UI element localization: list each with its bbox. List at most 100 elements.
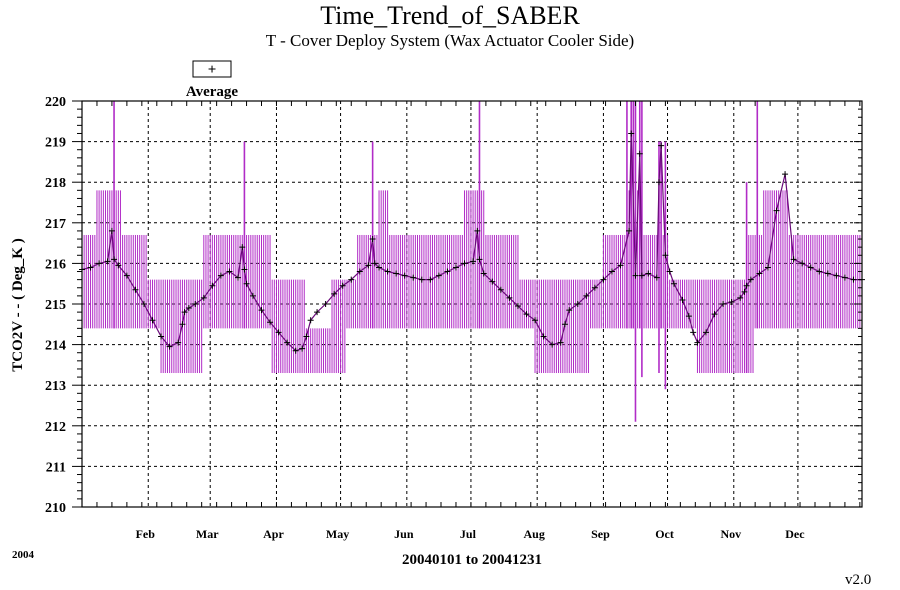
average-point (816, 268, 823, 275)
average-point (653, 274, 660, 281)
average-point (292, 347, 299, 354)
average-point (743, 282, 750, 289)
average-point (728, 298, 735, 305)
average-point (179, 321, 186, 328)
average-point (679, 296, 686, 303)
average-point (608, 268, 615, 275)
average-point (583, 292, 590, 299)
average-point (461, 260, 468, 267)
axes: 210 211 212 213 214 215 216 217 218 219 220 Feb Mar A… (45, 95, 863, 541)
average-point (773, 207, 780, 214)
average-point (267, 319, 274, 326)
average-point (299, 345, 306, 352)
average-point (258, 307, 265, 314)
average-point (685, 313, 692, 320)
average-point (365, 262, 372, 269)
average-point (87, 264, 94, 271)
average-point (307, 317, 314, 324)
average-point (284, 339, 291, 346)
version-label: v2.0 (845, 572, 871, 588)
x-tick-label: Feb (136, 527, 156, 541)
average-point (489, 278, 496, 285)
average-point (108, 227, 115, 234)
legend-box (192, 60, 232, 78)
average-point (523, 311, 530, 318)
average-point (369, 236, 376, 243)
average-point (235, 274, 241, 281)
average-point (393, 270, 400, 277)
average-point (741, 288, 748, 295)
average-point (662, 252, 669, 259)
y-tick-label: 212 (45, 420, 66, 435)
average-point (666, 268, 673, 275)
average-point (720, 301, 727, 307)
average-point (807, 264, 814, 271)
x-tick-label: Jul (460, 527, 477, 541)
average-point (401, 272, 408, 279)
average-point (435, 272, 442, 279)
average-point (243, 280, 250, 287)
year-label: 2004 (12, 549, 35, 561)
average-point (331, 290, 338, 297)
average-point (96, 260, 103, 267)
average-point (149, 317, 156, 324)
x-tick-label: May (326, 527, 349, 541)
average-point (690, 329, 697, 336)
average-point (115, 262, 122, 269)
average-point (747, 276, 754, 283)
average-point (638, 272, 645, 279)
range-bars (81, 101, 863, 422)
y-axis-label: TCO2V - - ( Deg_K ) (10, 238, 26, 371)
average-point (737, 294, 744, 301)
y-tick-label: 214 (45, 339, 66, 354)
average-point (694, 339, 701, 346)
average-point (561, 321, 568, 328)
average-point (497, 286, 504, 293)
average-point (506, 294, 513, 301)
average-point (132, 286, 139, 293)
average-point (658, 142, 665, 149)
x-tick-label: Sep (591, 527, 610, 541)
average-point (239, 244, 246, 251)
y-tick-label: 215 (45, 298, 66, 313)
average-point (540, 333, 547, 340)
x-tick-label: Nov (720, 527, 741, 541)
plot-frame (81, 100, 863, 508)
legend: + Average (186, 60, 238, 100)
average-point (711, 311, 718, 318)
average-point (452, 264, 459, 271)
average-point (476, 256, 483, 263)
average-point (850, 276, 857, 283)
x-tick-label: Mar (196, 527, 219, 541)
average-point (348, 276, 355, 283)
average-point (217, 272, 224, 279)
y-tick-label: 217 (45, 217, 66, 232)
average-point (790, 256, 797, 263)
average-point (799, 260, 806, 267)
average-point (632, 272, 639, 279)
average-point (444, 268, 451, 275)
average-point (303, 333, 310, 340)
average-point (166, 343, 173, 350)
average-point (192, 301, 199, 307)
average-point (209, 282, 216, 289)
x-tick-label: Oct (655, 527, 674, 541)
average-point (181, 309, 188, 316)
average-point (600, 276, 607, 283)
average-point (833, 272, 840, 279)
average-point (241, 266, 248, 273)
average-point (557, 339, 564, 346)
average-point (549, 341, 556, 348)
average-point (480, 270, 487, 277)
average-point (617, 262, 624, 269)
x-axis-label: 20040101 to 20041231 (402, 552, 542, 568)
y-tick-label: 213 (45, 379, 66, 394)
average-point (782, 171, 789, 178)
chart-title: Time_Trend_of_SABER (320, 1, 580, 30)
average-point (123, 272, 130, 279)
average-line (81, 133, 862, 352)
average-point (514, 303, 521, 310)
average-point (200, 294, 207, 301)
average-point (628, 130, 635, 137)
average-point (824, 270, 831, 277)
